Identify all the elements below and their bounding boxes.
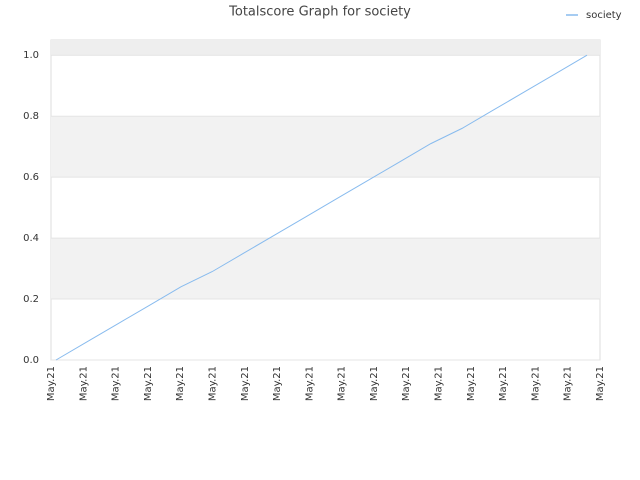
x-tick-label: May.21 bbox=[78, 366, 89, 401]
legend-label: society bbox=[586, 10, 622, 21]
x-tick-label: May.21 bbox=[304, 366, 315, 401]
plot-area bbox=[50, 39, 601, 361]
x-tick-label: May.21 bbox=[272, 366, 283, 401]
y-tick-label: 0.8 bbox=[23, 111, 39, 122]
x-tick-label: May.21 bbox=[207, 366, 218, 401]
x-tick-label: May.21 bbox=[595, 366, 606, 401]
y-tick-label: 1.0 bbox=[23, 50, 39, 61]
grid-band bbox=[51, 116, 600, 178]
y-tick-label: 0.6 bbox=[23, 172, 39, 183]
x-tick-label: May.21 bbox=[498, 366, 509, 401]
x-tick-label: May.21 bbox=[401, 366, 412, 401]
y-tick-label: 0.2 bbox=[23, 294, 39, 305]
x-tick-label: May.21 bbox=[143, 366, 154, 401]
x-tick-label: May.21 bbox=[111, 366, 122, 401]
x-tick-label: May.21 bbox=[434, 366, 445, 401]
x-tick-label: May.21 bbox=[563, 366, 574, 401]
grid-band bbox=[51, 238, 600, 300]
x-tick-label: May.21 bbox=[369, 366, 380, 401]
y-tick-label: 0.0 bbox=[23, 355, 39, 366]
chart-title: Totalscore Graph for society bbox=[228, 5, 411, 20]
x-tick-label: May.21 bbox=[530, 366, 541, 401]
x-tick-label: May.21 bbox=[175, 366, 186, 401]
x-tick-label: May.21 bbox=[46, 366, 57, 401]
y-tick-label: 0.4 bbox=[23, 233, 39, 244]
x-tick-label: May.21 bbox=[466, 366, 477, 401]
x-tick-label: May.21 bbox=[337, 366, 348, 401]
x-tick-label: May.21 bbox=[240, 366, 251, 401]
series-line bbox=[55, 54, 588, 361]
grid-band bbox=[51, 40, 600, 56]
